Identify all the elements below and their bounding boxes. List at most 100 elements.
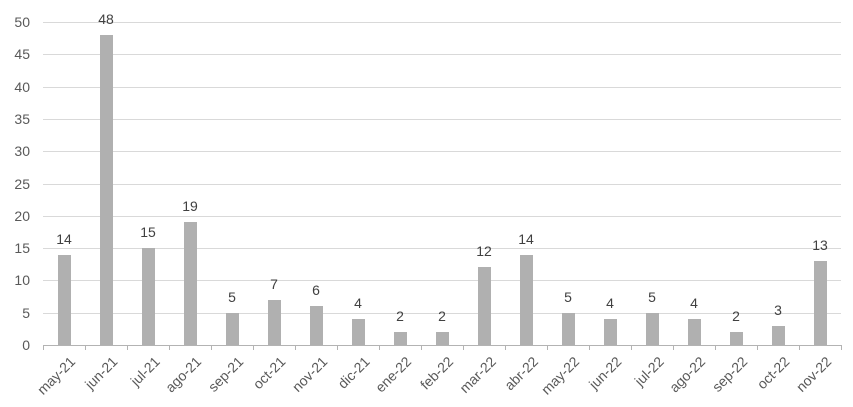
gridline xyxy=(43,216,841,217)
axis-tick-mark xyxy=(547,346,548,350)
y-axis-tick-label: 35 xyxy=(14,111,30,127)
x-axis-tick-label: jun-21 xyxy=(81,353,121,393)
bar xyxy=(520,255,533,345)
bar xyxy=(310,306,323,345)
bar xyxy=(478,267,491,345)
x-axis-tick-label: may-22 xyxy=(538,353,583,398)
bar xyxy=(394,332,407,345)
bar-value-label: 12 xyxy=(476,243,492,259)
bar-value-label: 2 xyxy=(396,308,404,324)
bar xyxy=(688,319,701,345)
gridline xyxy=(43,119,841,120)
axis-tick-mark xyxy=(43,346,44,350)
y-axis-tick-label: 5 xyxy=(22,305,30,321)
x-axis-tick-label: sep-22 xyxy=(709,353,751,395)
bar-value-label: 7 xyxy=(270,276,278,292)
y-axis-tick-label: 25 xyxy=(14,176,30,192)
bar-value-label: 2 xyxy=(732,308,740,324)
bar-value-label: 5 xyxy=(648,289,656,305)
x-axis-tick-label: ago-21 xyxy=(162,353,205,396)
y-axis-tick-label: 0 xyxy=(22,337,30,353)
bar-value-label: 3 xyxy=(774,302,782,318)
x-axis-tick-label: jul-21 xyxy=(127,353,163,389)
bar xyxy=(226,313,239,345)
axis-tick-mark xyxy=(505,346,506,350)
bar xyxy=(562,313,575,345)
axis-tick-mark xyxy=(85,346,86,350)
axis-tick-mark xyxy=(589,346,590,350)
axis-tick-mark xyxy=(337,346,338,350)
x-axis-tick-label: abr-22 xyxy=(500,353,541,394)
bar-value-label: 4 xyxy=(690,295,698,311)
y-axis-tick-label: 10 xyxy=(14,272,30,288)
gridline xyxy=(43,184,841,185)
gridline xyxy=(43,22,841,23)
bar xyxy=(58,255,71,345)
axis-tick-mark xyxy=(715,346,716,350)
bar-value-label: 15 xyxy=(140,224,156,240)
axis-tick-mark xyxy=(799,346,800,350)
x-axis-tick-label: sep-21 xyxy=(205,353,247,395)
axis-tick-mark xyxy=(757,346,758,350)
bar-value-label: 4 xyxy=(354,295,362,311)
x-axis-tick-label: ene-22 xyxy=(372,353,415,396)
y-axis-tick-label: 45 xyxy=(14,46,30,62)
bar-value-label: 5 xyxy=(564,289,572,305)
gridline xyxy=(43,87,841,88)
bar xyxy=(814,261,827,345)
bar-value-label: 2 xyxy=(438,308,446,324)
axis-tick-mark xyxy=(295,346,296,350)
x-axis-tick-label: mar-22 xyxy=(455,353,499,396)
bar-value-label: 14 xyxy=(56,231,72,247)
bar xyxy=(772,326,785,345)
bar xyxy=(604,319,617,345)
y-axis-tick-label: 30 xyxy=(14,143,30,159)
bar xyxy=(184,222,197,345)
bar xyxy=(646,313,659,345)
axis-tick-mark xyxy=(127,346,128,350)
gridline xyxy=(43,151,841,152)
x-axis-line xyxy=(43,345,842,346)
bar-value-label: 14 xyxy=(518,231,534,247)
x-axis-tick-label: nov-22 xyxy=(793,353,835,395)
x-axis-tick-label: dic-21 xyxy=(334,353,373,392)
y-axis-tick-label: 50 xyxy=(14,14,30,30)
bar-value-label: 19 xyxy=(182,198,198,214)
axis-tick-mark xyxy=(841,346,842,350)
gridline xyxy=(43,313,841,314)
axis-tick-mark xyxy=(631,346,632,350)
axis-tick-mark xyxy=(673,346,674,350)
y-axis-tick-label: 20 xyxy=(14,208,30,224)
gridline xyxy=(43,54,841,55)
axis-tick-mark xyxy=(253,346,254,350)
bar xyxy=(142,248,155,345)
x-axis-tick-label: jun-22 xyxy=(585,353,625,393)
bar-value-label: 5 xyxy=(228,289,236,305)
y-axis-tick-label: 15 xyxy=(14,240,30,256)
axis-tick-mark xyxy=(211,346,212,350)
bar xyxy=(268,300,281,345)
axis-tick-mark xyxy=(421,346,422,350)
bar-value-label: 13 xyxy=(812,237,828,253)
bar-value-label: 4 xyxy=(606,295,614,311)
x-axis-tick-label: jul-22 xyxy=(631,353,667,389)
bar xyxy=(100,35,113,345)
bar-value-label: 48 xyxy=(98,11,114,27)
x-axis-tick-label: oct-21 xyxy=(249,353,289,393)
x-axis-tick-label: feb-22 xyxy=(417,353,457,393)
axis-tick-mark xyxy=(169,346,170,350)
gridline xyxy=(43,248,841,249)
x-axis-tick-label: oct-22 xyxy=(753,353,793,393)
bar xyxy=(730,332,743,345)
gridline xyxy=(43,280,841,281)
x-axis-tick-label: may-21 xyxy=(34,353,79,398)
bar xyxy=(352,319,365,345)
axis-tick-mark xyxy=(379,346,380,350)
y-axis-tick-label: 40 xyxy=(14,79,30,95)
bar xyxy=(436,332,449,345)
axis-tick-mark xyxy=(463,346,464,350)
bar-value-label: 6 xyxy=(312,282,320,298)
x-axis-tick-label: ago-22 xyxy=(666,353,709,396)
x-axis-tick-label: nov-21 xyxy=(289,353,331,395)
